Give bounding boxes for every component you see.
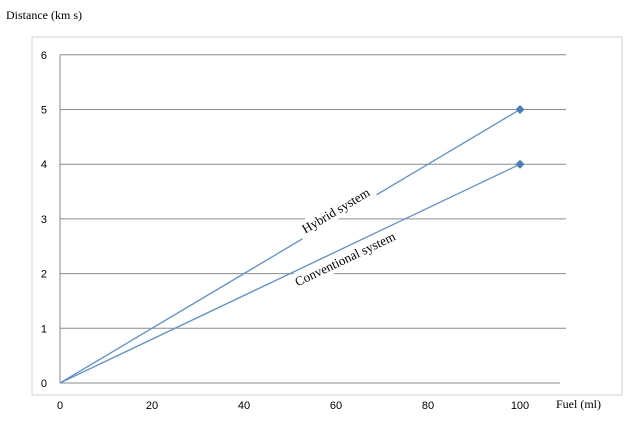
x-tick-label: 100 <box>511 400 529 412</box>
grid <box>60 54 566 329</box>
y-axis-title: Distance (km s) <box>6 8 82 22</box>
y-tick-label: 4 <box>41 159 47 171</box>
annotation-label: Hybrid system <box>299 185 372 237</box>
x-tick-label: 80 <box>422 400 434 412</box>
y-tick-label: 5 <box>41 105 47 117</box>
annotation-label: Conventional system <box>292 229 397 290</box>
x-tick-labels: 0 20 40 60 80 100 <box>57 400 529 412</box>
x-tick-label: 0 <box>57 400 63 412</box>
y-tick-label: 1 <box>41 323 47 335</box>
annotation-bg <box>287 225 403 293</box>
x-tick-label: 60 <box>330 400 342 412</box>
x-tick-label: 20 <box>146 400 158 412</box>
y-tick-labels: 0 1 2 3 4 5 6 <box>41 50 47 390</box>
annotation-bg <box>294 181 378 240</box>
series-line <box>59 163 521 384</box>
series-line <box>59 108 521 384</box>
y-tick-label: 3 <box>41 214 47 226</box>
y-tick-label: 6 <box>41 50 47 62</box>
x-axis-title: Fuel (ml) <box>556 397 601 411</box>
x-tick-label: 40 <box>238 400 250 412</box>
y-tick-label: 2 <box>41 269 47 281</box>
annotation: Hybrid system <box>294 181 378 240</box>
data-marker <box>515 105 525 114</box>
data-marker <box>515 159 525 169</box>
series-lines <box>59 108 521 384</box>
y-tick-label: 0 <box>41 378 47 390</box>
plot-border <box>31 36 623 396</box>
series-markers <box>515 105 525 169</box>
